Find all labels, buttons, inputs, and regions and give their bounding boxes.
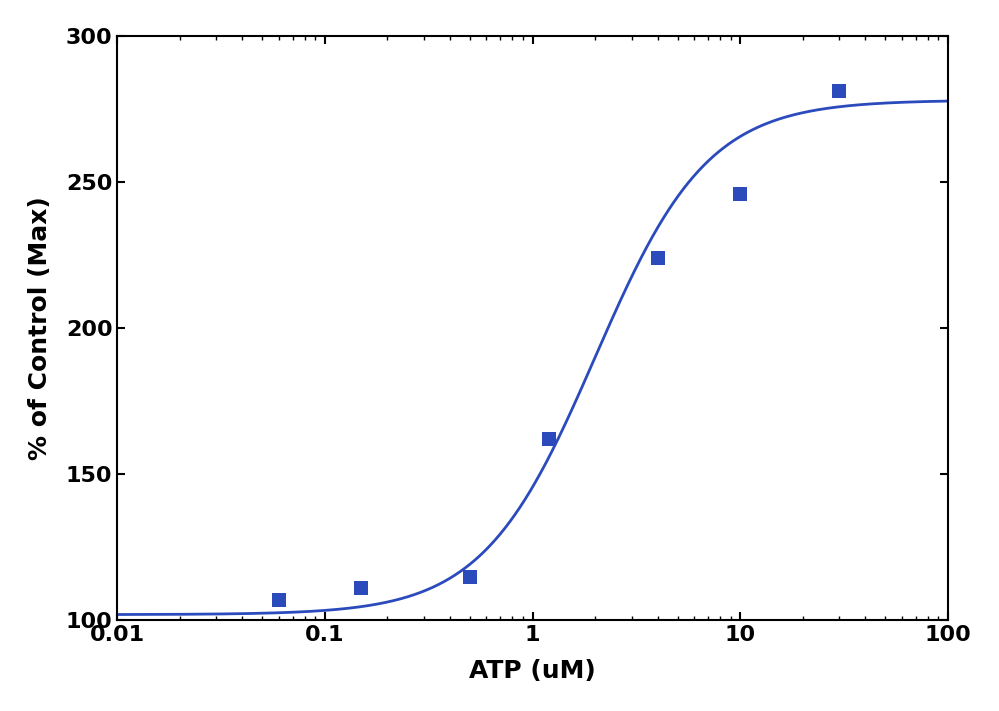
Point xyxy=(831,85,847,97)
Y-axis label: % of Control (Max): % of Control (Max) xyxy=(28,196,52,460)
X-axis label: ATP (uM): ATP (uM) xyxy=(470,659,596,683)
Point xyxy=(541,434,557,445)
Point xyxy=(732,188,748,199)
Point xyxy=(463,571,479,582)
Point xyxy=(271,594,287,606)
Point xyxy=(649,252,665,264)
Point xyxy=(354,582,370,594)
